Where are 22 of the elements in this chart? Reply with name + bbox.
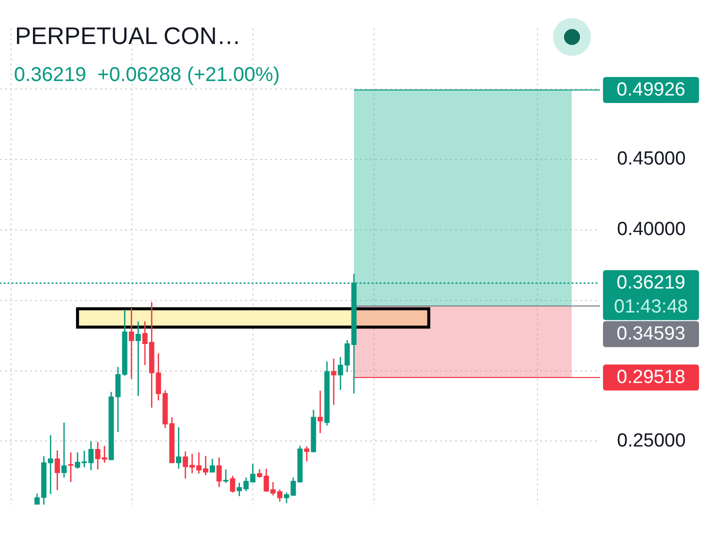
candlestick <box>136 320 141 396</box>
candlestick <box>54 450 60 491</box>
candlestick <box>318 390 323 434</box>
text: 0.36219 +0.06288 (+21.00%) <box>14 63 280 88</box>
ref-line-label: 0.49926 <box>616 79 686 100</box>
ref-line-label: 0.29518 <box>616 366 686 388</box>
y-tick-label: 0.25000 <box>617 430 686 452</box>
candlestick <box>210 458 215 473</box>
y-tick-label: 0.40000 <box>617 219 686 240</box>
candlestick <box>216 456 222 488</box>
candlestick <box>331 358 336 406</box>
candlestick <box>230 475 236 494</box>
candlestick <box>223 468 228 484</box>
y-tick-label: 0.45000 <box>617 148 686 170</box>
candlestick <box>304 446 310 462</box>
candlestick <box>61 422 67 478</box>
ref-line-label: 0.36219 01:43:48 <box>614 272 688 318</box>
candlestick <box>68 452 74 483</box>
candlestick <box>128 307 134 380</box>
ref-line-label: 0.34593 <box>616 323 686 344</box>
chart-title: PERPETUAL CON… <box>15 22 241 52</box>
candlestick <box>176 426 182 470</box>
